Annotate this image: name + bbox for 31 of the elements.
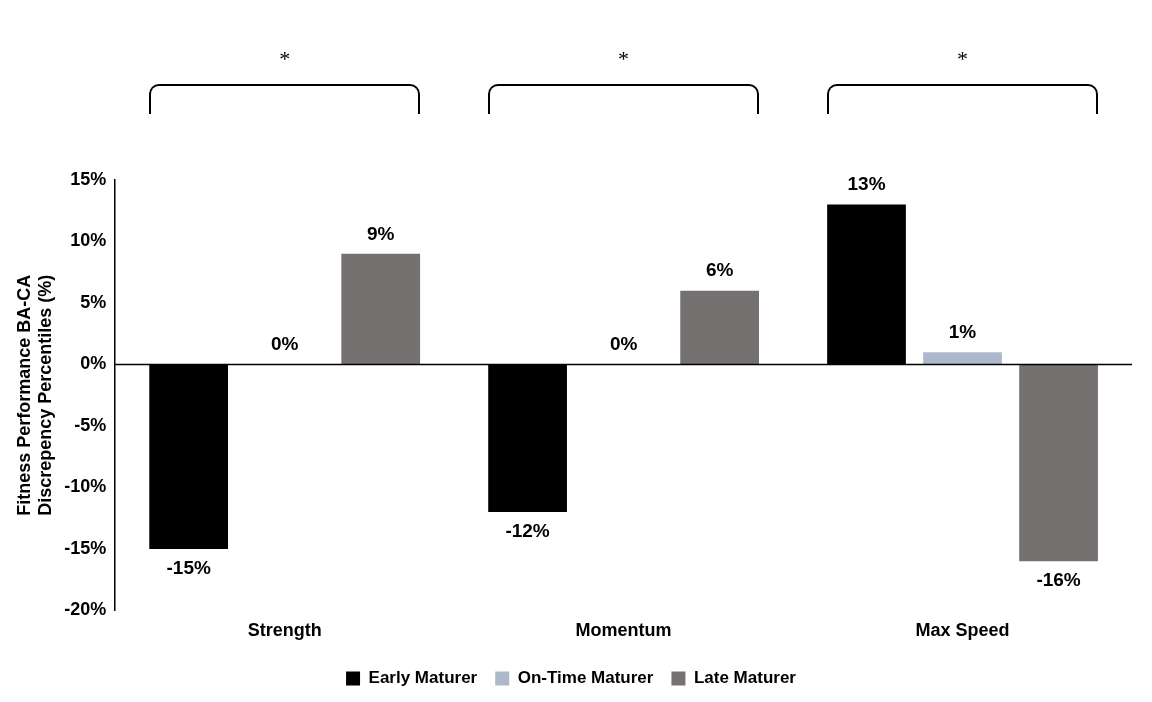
text: * [957, 46, 969, 72]
data-label: 9% [366, 222, 395, 244]
y-tick-label: 0% [80, 353, 107, 374]
y-tick-label: 15% [70, 168, 107, 189]
x-tick-label: Strength [247, 620, 322, 641]
bar [341, 253, 421, 365]
data-label: 13% [847, 173, 886, 195]
data-label: 0% [270, 333, 299, 355]
data-label: 0% [609, 333, 638, 355]
bar [680, 290, 760, 365]
x-tick-label: Max Speed [915, 620, 1010, 641]
bar [923, 352, 1002, 365]
data-label: 1% [948, 320, 977, 342]
legend-label: Late Maturer [693, 668, 797, 688]
data-label: -15% [166, 556, 211, 578]
data-label: 6% [705, 259, 734, 281]
x-tick-label: Momentum [575, 620, 672, 641]
y-tick-label: -5% [74, 414, 107, 435]
text: * [618, 46, 630, 72]
y-tick-label: -15% [64, 537, 107, 558]
y-tick-label: 10% [70, 230, 107, 251]
legend-label: On-Time Maturer [517, 668, 654, 688]
y-tick-label: -10% [64, 476, 107, 497]
bar [1019, 364, 1098, 562]
legend-label: Early Maturer [368, 668, 478, 688]
y-axis-title: Fitness Performance BA-CA Discrepency Percentiles (%) [13, 274, 56, 516]
y-tick-label: 5% [80, 291, 107, 312]
text: * [279, 46, 291, 72]
data-label: -12% [505, 519, 550, 541]
y-tick-label: -20% [64, 599, 107, 620]
data-label: -16% [1036, 568, 1081, 590]
